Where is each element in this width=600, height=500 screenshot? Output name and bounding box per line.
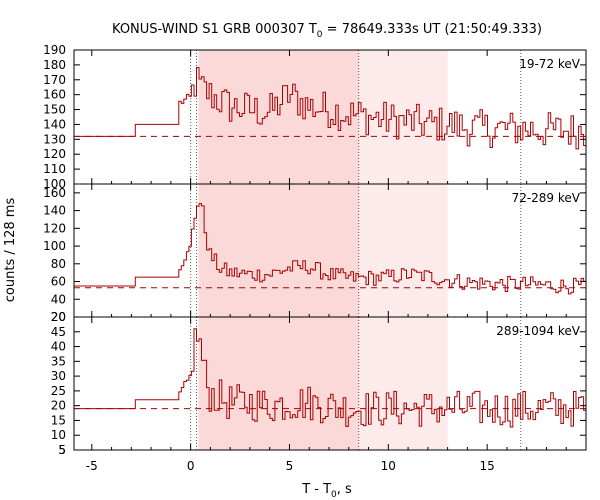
y-tick-label: 100: [43, 177, 66, 191]
shaded-region-1: [198, 317, 359, 450]
light-curve-series: [74, 328, 586, 428]
x-axis-label: T - T0, s: [301, 482, 352, 500]
y-tick-label: 40: [51, 340, 66, 354]
y-tick-label: 140: [43, 204, 66, 218]
y-tick-label: 20: [51, 310, 66, 324]
y-tick-label: 180: [43, 58, 66, 72]
light-curve-series: [74, 203, 586, 295]
y-tick-label: 5: [58, 443, 66, 457]
light-curve-series: [74, 67, 586, 150]
x-tick-label: 0: [187, 459, 195, 473]
y-tick-label: 150: [43, 103, 66, 117]
y-tick-label: 15: [51, 413, 66, 427]
x-tick-label: -5: [86, 459, 98, 473]
y-tick-label: 170: [43, 73, 66, 87]
y-tick-label: 160: [43, 186, 66, 200]
y-tick-label: 5: [58, 443, 66, 457]
y-tick-label: 35: [51, 354, 66, 368]
y-tick-label: 130: [43, 132, 66, 146]
y-tick-label: 190: [43, 43, 66, 57]
y-tick-label: 140: [43, 117, 66, 131]
y-tick-label: 20: [51, 399, 66, 413]
y-tick-label: 60: [51, 275, 66, 289]
y-tick-label: 120: [43, 147, 66, 161]
y-tick-label: 30: [51, 369, 66, 383]
panel-frame: [73, 316, 587, 451]
y-tick-label: 25: [51, 384, 66, 398]
x-tick-label: 5: [286, 459, 294, 473]
y-tick-label: 110: [43, 162, 66, 176]
shaded-region-1: [198, 184, 359, 317]
y-tick-label: 120: [43, 221, 66, 235]
shaded-region-2: [358, 184, 448, 317]
energy-band-label: 289-1094 keV: [496, 324, 580, 338]
y-tick-label: 45: [51, 325, 66, 339]
shaded-region-1: [198, 50, 359, 184]
shaded-region-2: [358, 317, 448, 450]
y-tick-label: 100: [43, 239, 66, 253]
y-axis-label: counts / 128 ms: [3, 198, 18, 303]
chart-title: KONUS-WIND S1 GRB 000307 T0 = 78649.333s…: [112, 22, 542, 40]
y-tick-label: 160: [43, 88, 66, 102]
y-tick-label: 20: [51, 310, 66, 324]
energy-band-label: 19-72 keV: [519, 57, 581, 71]
y-tick-label: 80: [51, 257, 66, 271]
x-tick-label: 15: [480, 459, 495, 473]
x-tick-label: 10: [381, 459, 396, 473]
y-tick-label: 40: [51, 292, 66, 306]
energy-band-label: 72-289 keV: [512, 191, 581, 205]
y-tick-label: 10: [51, 428, 66, 442]
